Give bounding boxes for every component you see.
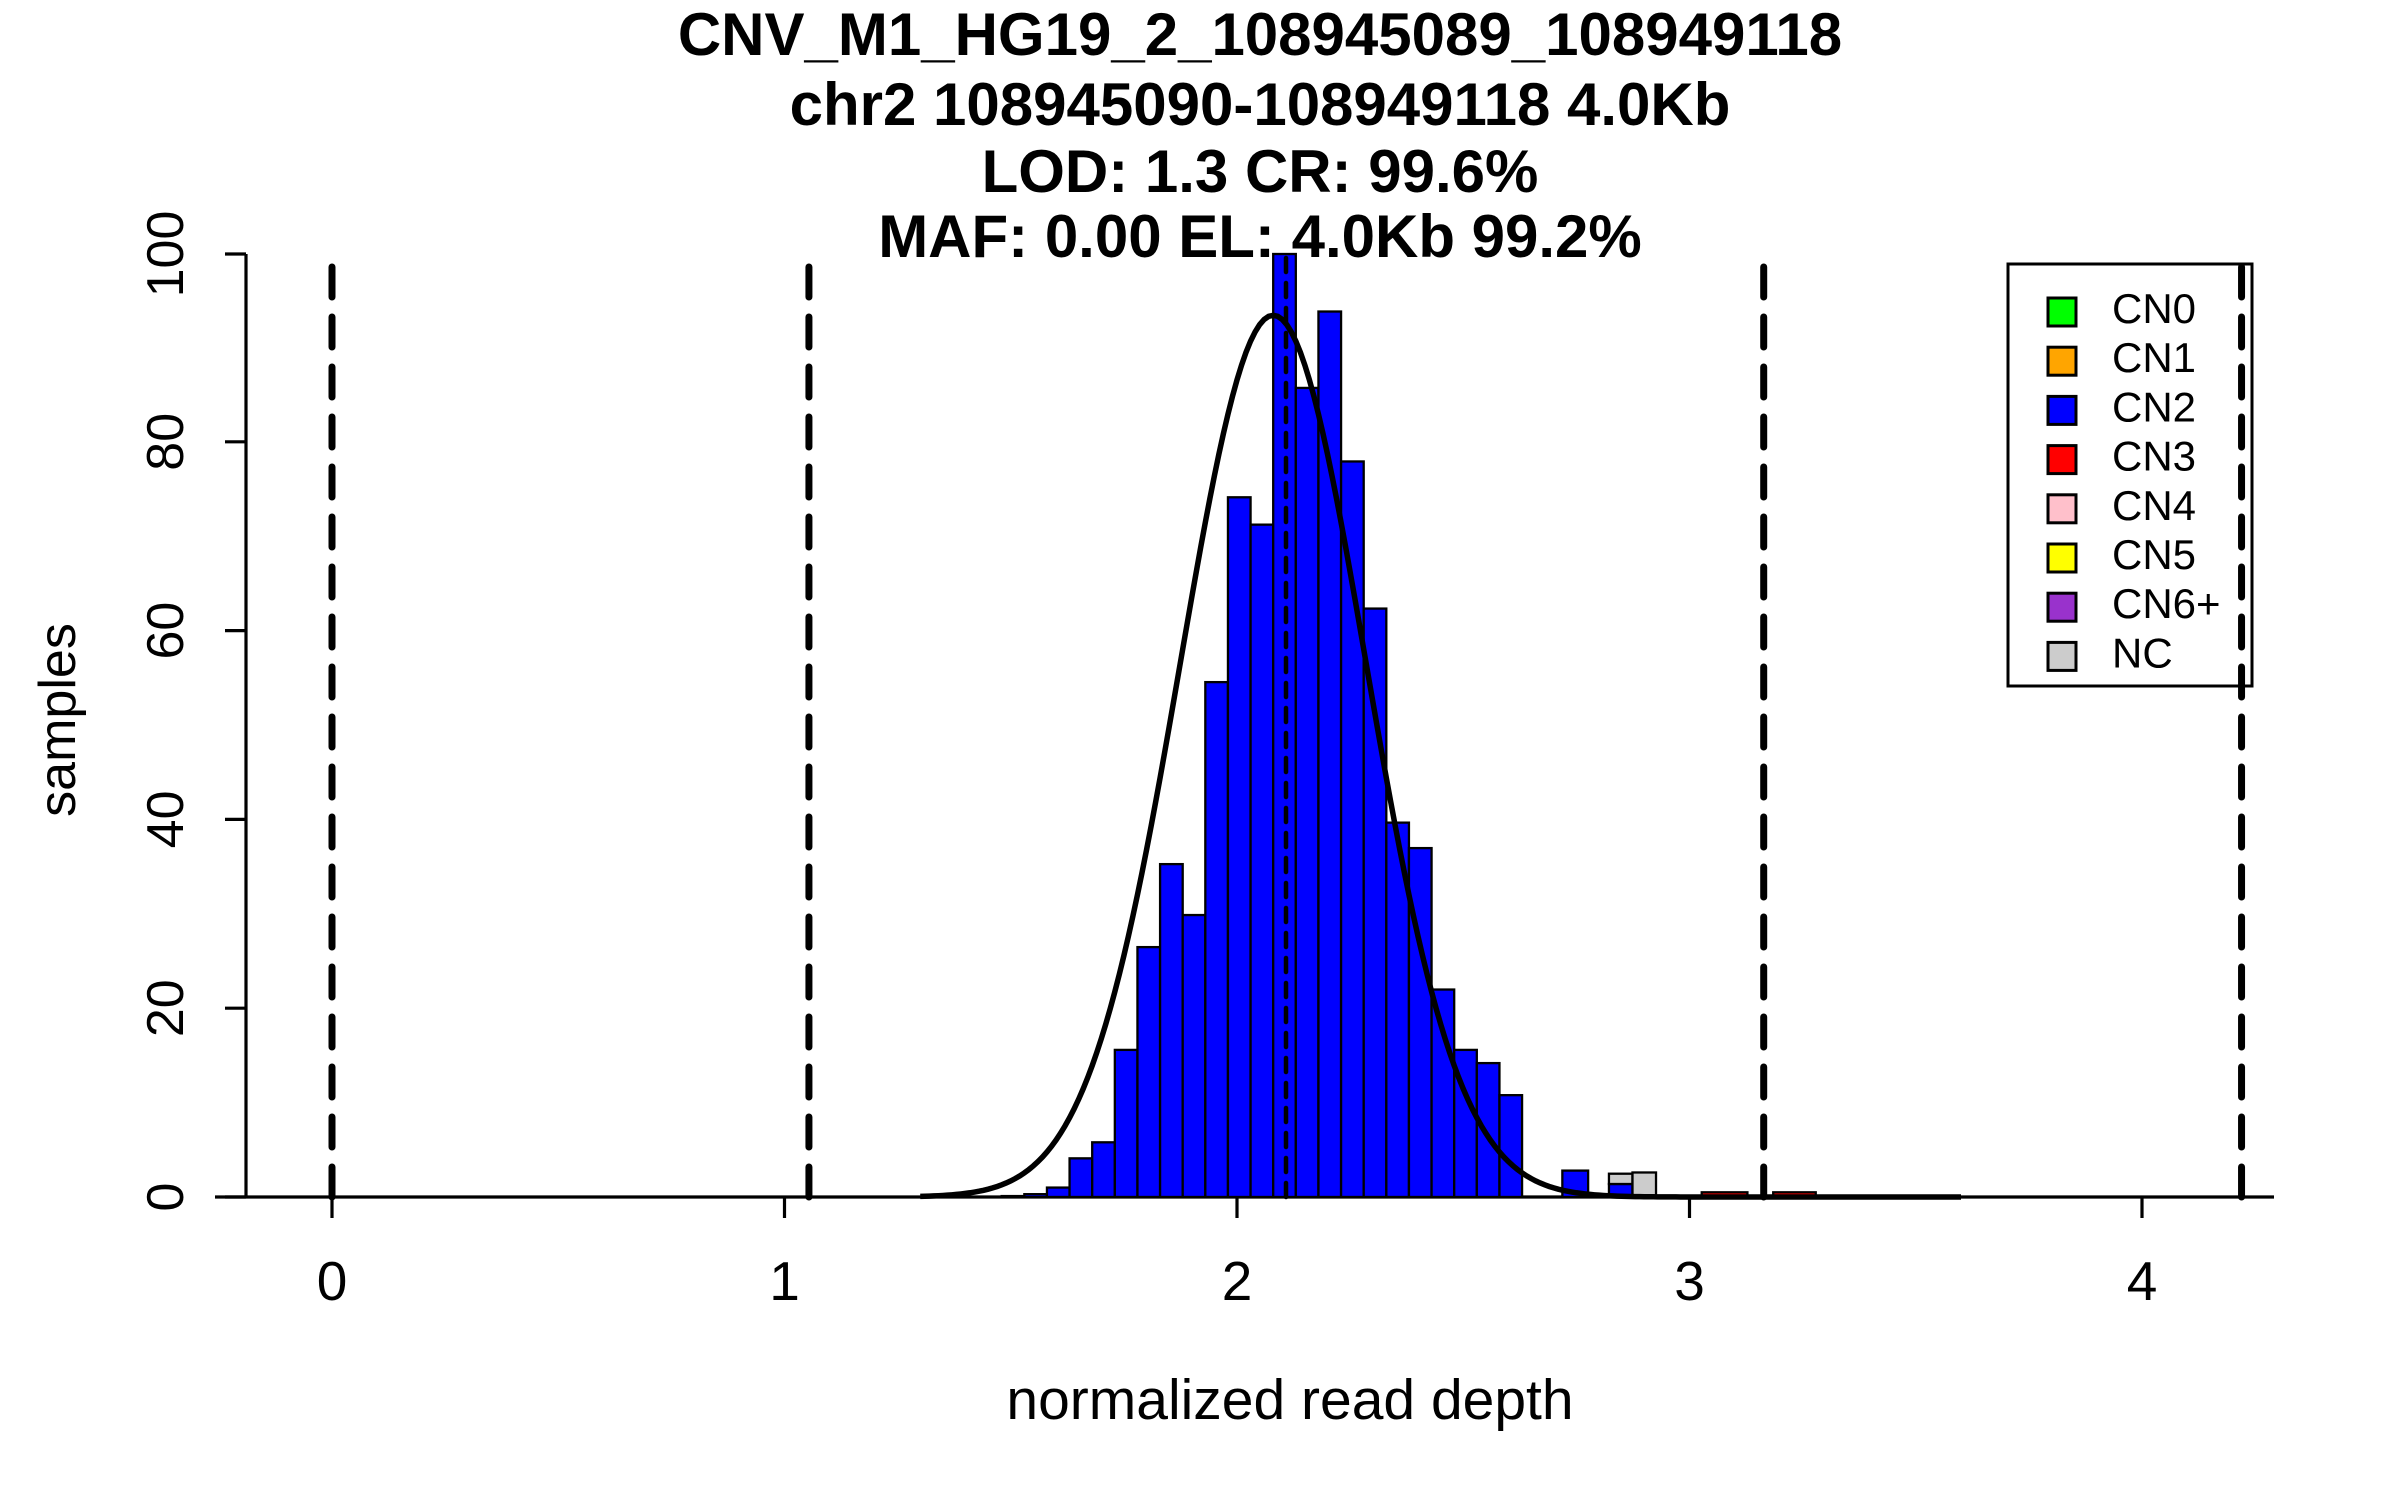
svg-text:100: 100: [137, 211, 195, 298]
svg-text:CN3: CN3: [2112, 433, 2196, 480]
svg-text:2: 2: [1222, 1250, 1253, 1312]
svg-text:normalized read depth: normalized read depth: [1006, 1368, 1573, 1432]
svg-text:CNV_M1_HG19_2_108945089_108949: CNV_M1_HG19_2_108945089_108949118: [678, 1, 1842, 68]
svg-text:chr2 108945090-108949118 4.0Kb: chr2 108945090-108949118 4.0Kb: [790, 71, 1731, 138]
svg-text:4: 4: [2127, 1250, 2158, 1312]
svg-text:CN1: CN1: [2112, 334, 2196, 381]
svg-text:CN5: CN5: [2112, 531, 2196, 578]
svg-text:40: 40: [137, 790, 195, 848]
svg-text:0: 0: [317, 1250, 348, 1312]
svg-text:80: 80: [137, 413, 195, 471]
svg-text:0: 0: [137, 1183, 195, 1212]
svg-text:CN4: CN4: [2112, 482, 2196, 529]
svg-text:MAF: 0.00 EL: 4.0Kb 99.2%: MAF: 0.00 EL: 4.0Kb 99.2%: [878, 203, 1642, 270]
svg-text:1: 1: [769, 1250, 800, 1312]
svg-text:3: 3: [1674, 1250, 1705, 1312]
svg-text:CN2: CN2: [2112, 383, 2196, 430]
svg-text:samples: samples: [29, 623, 87, 817]
svg-text:NC: NC: [2112, 629, 2173, 676]
svg-text:CN6+: CN6+: [2112, 580, 2221, 627]
svg-text:20: 20: [137, 979, 195, 1037]
svg-text:LOD: 1.3 CR: 99.6%: LOD: 1.3 CR: 99.6%: [982, 138, 1539, 205]
svg-text:60: 60: [137, 602, 195, 660]
svg-text:CN0: CN0: [2112, 285, 2196, 332]
